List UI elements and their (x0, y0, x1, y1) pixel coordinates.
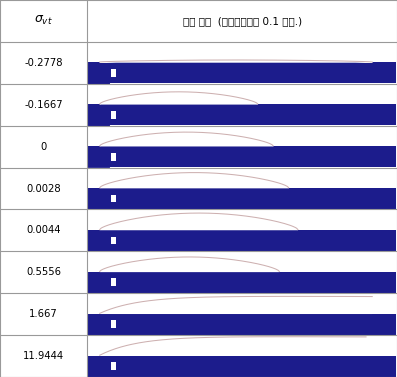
Bar (0, 335, 87, 377)
Polygon shape (88, 112, 110, 125)
Bar (87, 167, 397, 210)
Bar (110, 195, 116, 202)
Polygon shape (100, 296, 372, 313)
Bar (110, 153, 116, 161)
Bar (110, 69, 116, 77)
Bar (88, 230, 396, 251)
Bar (110, 111, 116, 119)
Bar (0, 0, 87, 42)
Bar (110, 320, 116, 328)
Polygon shape (100, 257, 279, 271)
Bar (0, 210, 87, 251)
Polygon shape (100, 92, 258, 104)
Polygon shape (100, 132, 273, 146)
Bar (0, 126, 87, 167)
Bar (88, 314, 396, 335)
Text: 0: 0 (40, 142, 47, 152)
Text: -0.1667: -0.1667 (24, 100, 63, 110)
Polygon shape (100, 337, 366, 355)
Polygon shape (88, 279, 110, 293)
Bar (87, 42, 397, 84)
Bar (87, 126, 397, 167)
Polygon shape (88, 70, 110, 83)
Text: 1.667: 1.667 (29, 309, 58, 319)
Bar (110, 236, 116, 244)
Bar (110, 278, 116, 286)
Bar (88, 356, 396, 377)
Polygon shape (100, 173, 289, 188)
Bar (88, 146, 396, 167)
Bar (87, 210, 397, 251)
Text: 0.0028: 0.0028 (26, 184, 61, 193)
Bar (88, 272, 396, 293)
Polygon shape (88, 237, 110, 251)
Bar (0, 293, 87, 335)
Polygon shape (88, 321, 110, 335)
Bar (88, 188, 396, 209)
Polygon shape (88, 195, 110, 209)
Bar (88, 104, 396, 125)
Text: 공동 영역  (공기체적분율 0.1 기준.): 공동 영역 (공기체적분율 0.1 기준.) (183, 16, 302, 26)
Bar (110, 362, 116, 370)
Bar (0, 42, 87, 84)
Bar (0, 251, 87, 293)
Bar (87, 84, 397, 126)
Bar (88, 62, 396, 83)
Polygon shape (100, 213, 298, 230)
Bar (87, 335, 397, 377)
Polygon shape (100, 60, 372, 62)
Bar (0, 84, 87, 126)
Bar (87, 0, 397, 42)
Text: -0.2778: -0.2778 (25, 58, 63, 68)
Text: $\sigma_{vt}$: $\sigma_{vt}$ (34, 14, 53, 28)
Text: 11.9444: 11.9444 (23, 351, 64, 361)
Bar (0, 167, 87, 210)
Polygon shape (88, 153, 110, 167)
Text: 0.0044: 0.0044 (27, 225, 61, 235)
Bar (87, 293, 397, 335)
Text: 0.5556: 0.5556 (26, 267, 61, 277)
Bar (87, 251, 397, 293)
Polygon shape (88, 363, 110, 377)
